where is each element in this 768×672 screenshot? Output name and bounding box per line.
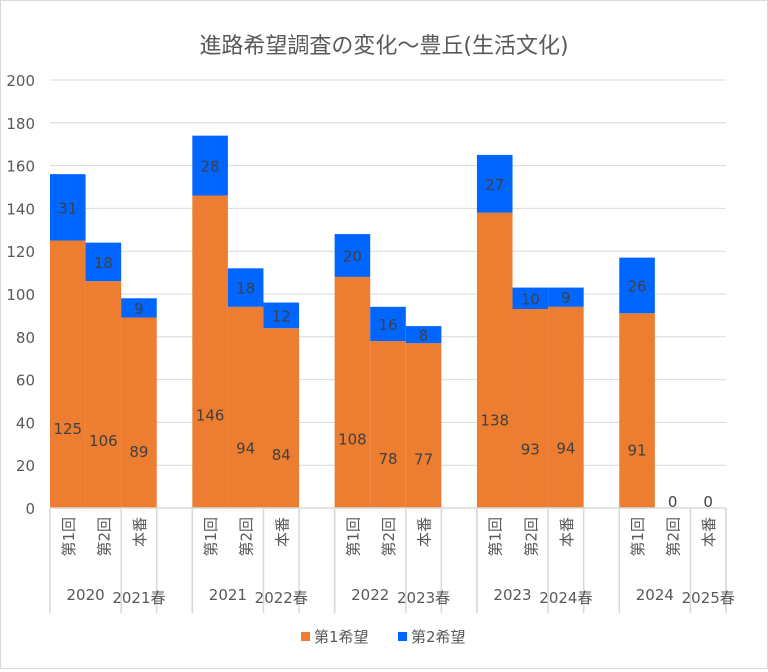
data-label: 106 bbox=[89, 432, 118, 450]
y-tick-label: 60 bbox=[16, 372, 35, 390]
chart-title: 進路希望調査の変化～豊丘(生活文化) bbox=[199, 34, 568, 59]
bar-segment-second-choice bbox=[370, 306, 406, 342]
data-label: 12 bbox=[272, 307, 291, 325]
bar-segment-first-choice bbox=[50, 240, 86, 508]
x-category-label: 本番 bbox=[273, 517, 291, 547]
y-tick-label: 80 bbox=[16, 329, 35, 347]
x-category-label: 第2回 bbox=[665, 517, 683, 557]
data-label: 18 bbox=[94, 254, 113, 272]
data-label: 125 bbox=[53, 420, 82, 438]
bar-segment-second-choice bbox=[263, 302, 300, 329]
data-label: 9 bbox=[561, 289, 571, 307]
y-tick-label: 200 bbox=[6, 72, 35, 90]
data-label: 20 bbox=[343, 247, 362, 265]
bar-segment-second-choice bbox=[512, 287, 549, 309]
legend-swatch bbox=[398, 632, 407, 641]
bar-segment-first-choice bbox=[548, 306, 584, 508]
data-label: 16 bbox=[378, 316, 397, 334]
legend-swatch bbox=[301, 632, 310, 641]
y-tick-label: 0 bbox=[25, 500, 35, 518]
data-label: 31 bbox=[58, 199, 77, 217]
x-group-label: 2020 bbox=[66, 586, 104, 604]
bar-segment-first-choice bbox=[476, 212, 513, 508]
y-tick-label: 160 bbox=[6, 158, 35, 176]
data-label: 94 bbox=[236, 440, 255, 458]
x-group-label: 2022 bbox=[351, 586, 389, 604]
data-label: 89 bbox=[129, 443, 148, 461]
data-label: 9 bbox=[134, 300, 144, 318]
bar-segment-first-choice bbox=[263, 328, 300, 508]
bar-segment-second-choice bbox=[548, 287, 584, 307]
x-category-label: 第2回 bbox=[238, 517, 256, 557]
x-group-label: 2024春 bbox=[539, 589, 592, 607]
x-category-label: 第2回 bbox=[95, 517, 113, 557]
y-tick-label: 100 bbox=[6, 286, 35, 304]
bar-segment-first-choice bbox=[619, 313, 655, 508]
x-group-label: 2022春 bbox=[255, 589, 308, 607]
bar-segment-second-choice bbox=[476, 154, 513, 213]
x-category-label: 第1回 bbox=[60, 517, 78, 557]
bar-segment-second-choice bbox=[405, 326, 442, 344]
bar-segment-first-choice bbox=[370, 341, 406, 508]
data-label: 28 bbox=[201, 158, 220, 176]
y-tick-label: 20 bbox=[16, 457, 35, 475]
x-category-label: 第1回 bbox=[487, 517, 505, 557]
y-tick-label: 40 bbox=[16, 414, 35, 432]
data-label: 93 bbox=[521, 440, 540, 458]
x-category-label: 本番 bbox=[700, 517, 718, 547]
data-label: 91 bbox=[628, 442, 647, 460]
x-category-label: 第2回 bbox=[380, 517, 398, 557]
bar-segment-second-choice bbox=[334, 234, 371, 277]
bar-segment-second-choice bbox=[85, 242, 122, 282]
bar-segment-second-choice bbox=[50, 174, 86, 241]
data-label: 84 bbox=[272, 446, 291, 464]
bar-segment-first-choice bbox=[405, 343, 442, 508]
data-label: 26 bbox=[628, 277, 647, 295]
y-tick-label: 120 bbox=[6, 243, 35, 261]
bar-segment-first-choice bbox=[192, 195, 228, 508]
bar-segment-first-choice bbox=[512, 308, 549, 508]
x-category-label: 第1回 bbox=[629, 517, 647, 557]
data-label: 108 bbox=[338, 431, 367, 449]
data-label: 146 bbox=[196, 406, 225, 424]
data-label: 8 bbox=[419, 327, 429, 345]
x-category-label: 第1回 bbox=[344, 517, 362, 557]
data-label: 27 bbox=[485, 176, 504, 194]
x-group-label: 2024 bbox=[636, 586, 674, 604]
data-label: 78 bbox=[378, 450, 397, 468]
x-category-label: 第1回 bbox=[202, 517, 220, 557]
data-label: 138 bbox=[480, 411, 509, 429]
y-tick-label: 140 bbox=[6, 200, 35, 218]
x-category-label: 本番 bbox=[558, 517, 576, 547]
bar-segment-first-choice bbox=[85, 281, 122, 508]
bar-segment-first-choice bbox=[121, 317, 157, 508]
bar-segment-second-choice bbox=[121, 298, 157, 318]
x-group-label: 2023春 bbox=[397, 589, 450, 607]
data-label: 18 bbox=[236, 280, 255, 298]
bar-segment-first-choice bbox=[227, 306, 264, 508]
bar-segment-first-choice bbox=[334, 276, 371, 508]
x-group-label: 2025春 bbox=[682, 589, 735, 607]
y-tick-label: 180 bbox=[6, 115, 35, 133]
data-label: 10 bbox=[521, 290, 540, 308]
data-label: 0 bbox=[668, 493, 678, 511]
data-label: 0 bbox=[703, 493, 713, 511]
data-label: 77 bbox=[414, 451, 433, 469]
bar-segment-second-choice bbox=[227, 268, 264, 307]
x-category-label: 第2回 bbox=[522, 517, 540, 557]
x-group-label: 2021春 bbox=[112, 589, 165, 607]
x-group-label: 2023 bbox=[493, 586, 531, 604]
x-category-label: 本番 bbox=[416, 517, 434, 547]
legend-label: 第1希望 bbox=[314, 628, 369, 646]
bar-segment-second-choice bbox=[192, 135, 228, 196]
bar-segment-second-choice bbox=[619, 257, 655, 314]
x-category-label: 本番 bbox=[131, 517, 149, 547]
data-label: 94 bbox=[556, 440, 575, 458]
legend-label: 第2希望 bbox=[411, 628, 466, 646]
x-group-label: 2021 bbox=[209, 586, 247, 604]
